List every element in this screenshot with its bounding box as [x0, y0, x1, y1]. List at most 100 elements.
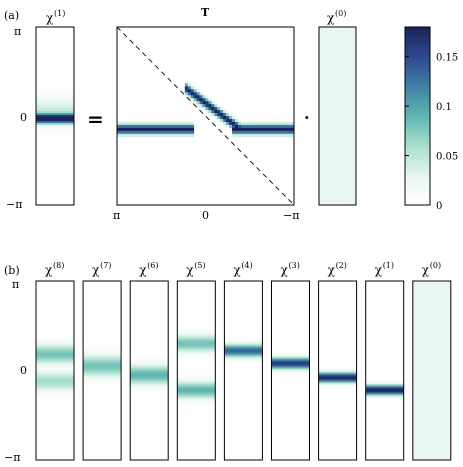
- strip-cell: [130, 380, 169, 383]
- t-cell: [119, 121, 124, 126]
- t-cell: [173, 121, 177, 126]
- t-cell: [149, 127, 153, 132]
- chi1-cell: [36, 87, 74, 90]
- t-cell: [205, 95, 209, 99]
- strip-cell: [36, 346, 74, 350]
- strip-cell: [83, 362, 122, 365]
- t-diagonal: [116, 26, 295, 206]
- chi1-cell: [36, 105, 74, 108]
- chi0-frame: [318, 26, 357, 206]
- strip-frame: [129, 280, 169, 461]
- t-cell: [211, 113, 215, 117]
- y-tick-minus-pi-a: −π: [6, 198, 22, 211]
- strip-cell: [318, 370, 357, 373]
- t-cell: [149, 121, 153, 126]
- strip-cell: [318, 368, 357, 371]
- t-cell: [187, 92, 192, 96]
- strip-cell: [130, 382, 169, 385]
- t-cell: [205, 98, 209, 102]
- t-cell: [273, 127, 277, 132]
- t-cell: [190, 121, 195, 126]
- x-tick-zero: 0: [202, 209, 209, 222]
- strip-cell: [83, 370, 122, 373]
- t-cell: [252, 127, 257, 132]
- t-cell: [146, 133, 150, 138]
- t-cell: [255, 121, 259, 126]
- t-cell: [131, 124, 136, 129]
- t-cell: [235, 130, 239, 135]
- t-cell: [208, 107, 212, 111]
- t-cell: [134, 124, 139, 129]
- t-cell: [178, 130, 183, 135]
- strip-cell: [318, 386, 357, 389]
- strip-title-symbol: χ: [45, 263, 53, 277]
- t-cell: [288, 124, 292, 129]
- strip-cell: [318, 384, 357, 387]
- strip-cell: [177, 336, 216, 340]
- t-cell: [202, 107, 206, 111]
- strip-cell: [36, 390, 74, 393]
- chi1-cell: [36, 115, 74, 118]
- t-cell: [131, 127, 136, 132]
- colorbar-tick-label: 0: [436, 201, 442, 212]
- t-cell: [208, 110, 212, 114]
- t-cell: [117, 121, 121, 126]
- strip-cell: [130, 356, 169, 359]
- t-cell: [285, 121, 289, 126]
- t-cell: [164, 127, 168, 132]
- chi-strip: χ (7): [82, 261, 122, 461]
- t-cell: [152, 133, 156, 138]
- strip-cell: [271, 360, 310, 363]
- t-cell: [199, 104, 203, 108]
- strip-cell: [36, 348, 74, 352]
- chi1-cell: [36, 89, 74, 92]
- t-cell: [155, 133, 159, 138]
- t-cell: [140, 121, 144, 126]
- t-cell: [187, 121, 192, 126]
- chi1-cell: [36, 123, 74, 126]
- t-cell: [235, 127, 239, 132]
- strip-cell: [224, 346, 263, 350]
- t-cell: [246, 133, 251, 138]
- t-cell: [217, 104, 221, 108]
- strip-cell: [36, 392, 74, 395]
- strip-cell: [130, 370, 169, 373]
- t-cell: [190, 86, 195, 90]
- t-cell: [167, 121, 171, 126]
- strip-cell: [36, 342, 74, 346]
- t-cell: [170, 127, 174, 132]
- strip-cell: [177, 340, 216, 344]
- t-cell: [176, 127, 180, 132]
- t-cell: [291, 121, 295, 126]
- strip-cell: [177, 392, 216, 395]
- strip-frame: [318, 280, 358, 461]
- t-cell: [223, 116, 227, 120]
- strip-cell: [83, 348, 122, 352]
- strip-cell: [83, 350, 122, 353]
- t-cell: [291, 127, 295, 132]
- t-cell: [137, 133, 141, 138]
- y-tick-zero-a: 0: [20, 111, 27, 124]
- t-cell: [173, 133, 177, 138]
- panel-a-label: (a): [4, 9, 19, 22]
- t-cell: [181, 133, 186, 138]
- t-cell: [208, 98, 212, 102]
- strip-cell: [177, 332, 216, 336]
- t-cell: [140, 133, 144, 138]
- strip-cell: [177, 346, 216, 350]
- t-cell: [134, 127, 139, 132]
- strip-cell: [271, 354, 310, 357]
- t-cell: [143, 127, 147, 132]
- strip-cell: [365, 380, 404, 383]
- t-cell: [288, 133, 292, 138]
- t-cell: [167, 133, 171, 138]
- y-tick-minus-pi-b: −π: [4, 451, 20, 464]
- strip-cell: [224, 350, 263, 353]
- chi1-cell: [36, 121, 74, 124]
- t-cell: [229, 127, 233, 132]
- strip-cell: [36, 378, 74, 381]
- t-cell: [187, 124, 192, 129]
- strip-cell: [130, 386, 169, 389]
- chi1-cell: [36, 133, 74, 136]
- t-cell: [122, 121, 127, 126]
